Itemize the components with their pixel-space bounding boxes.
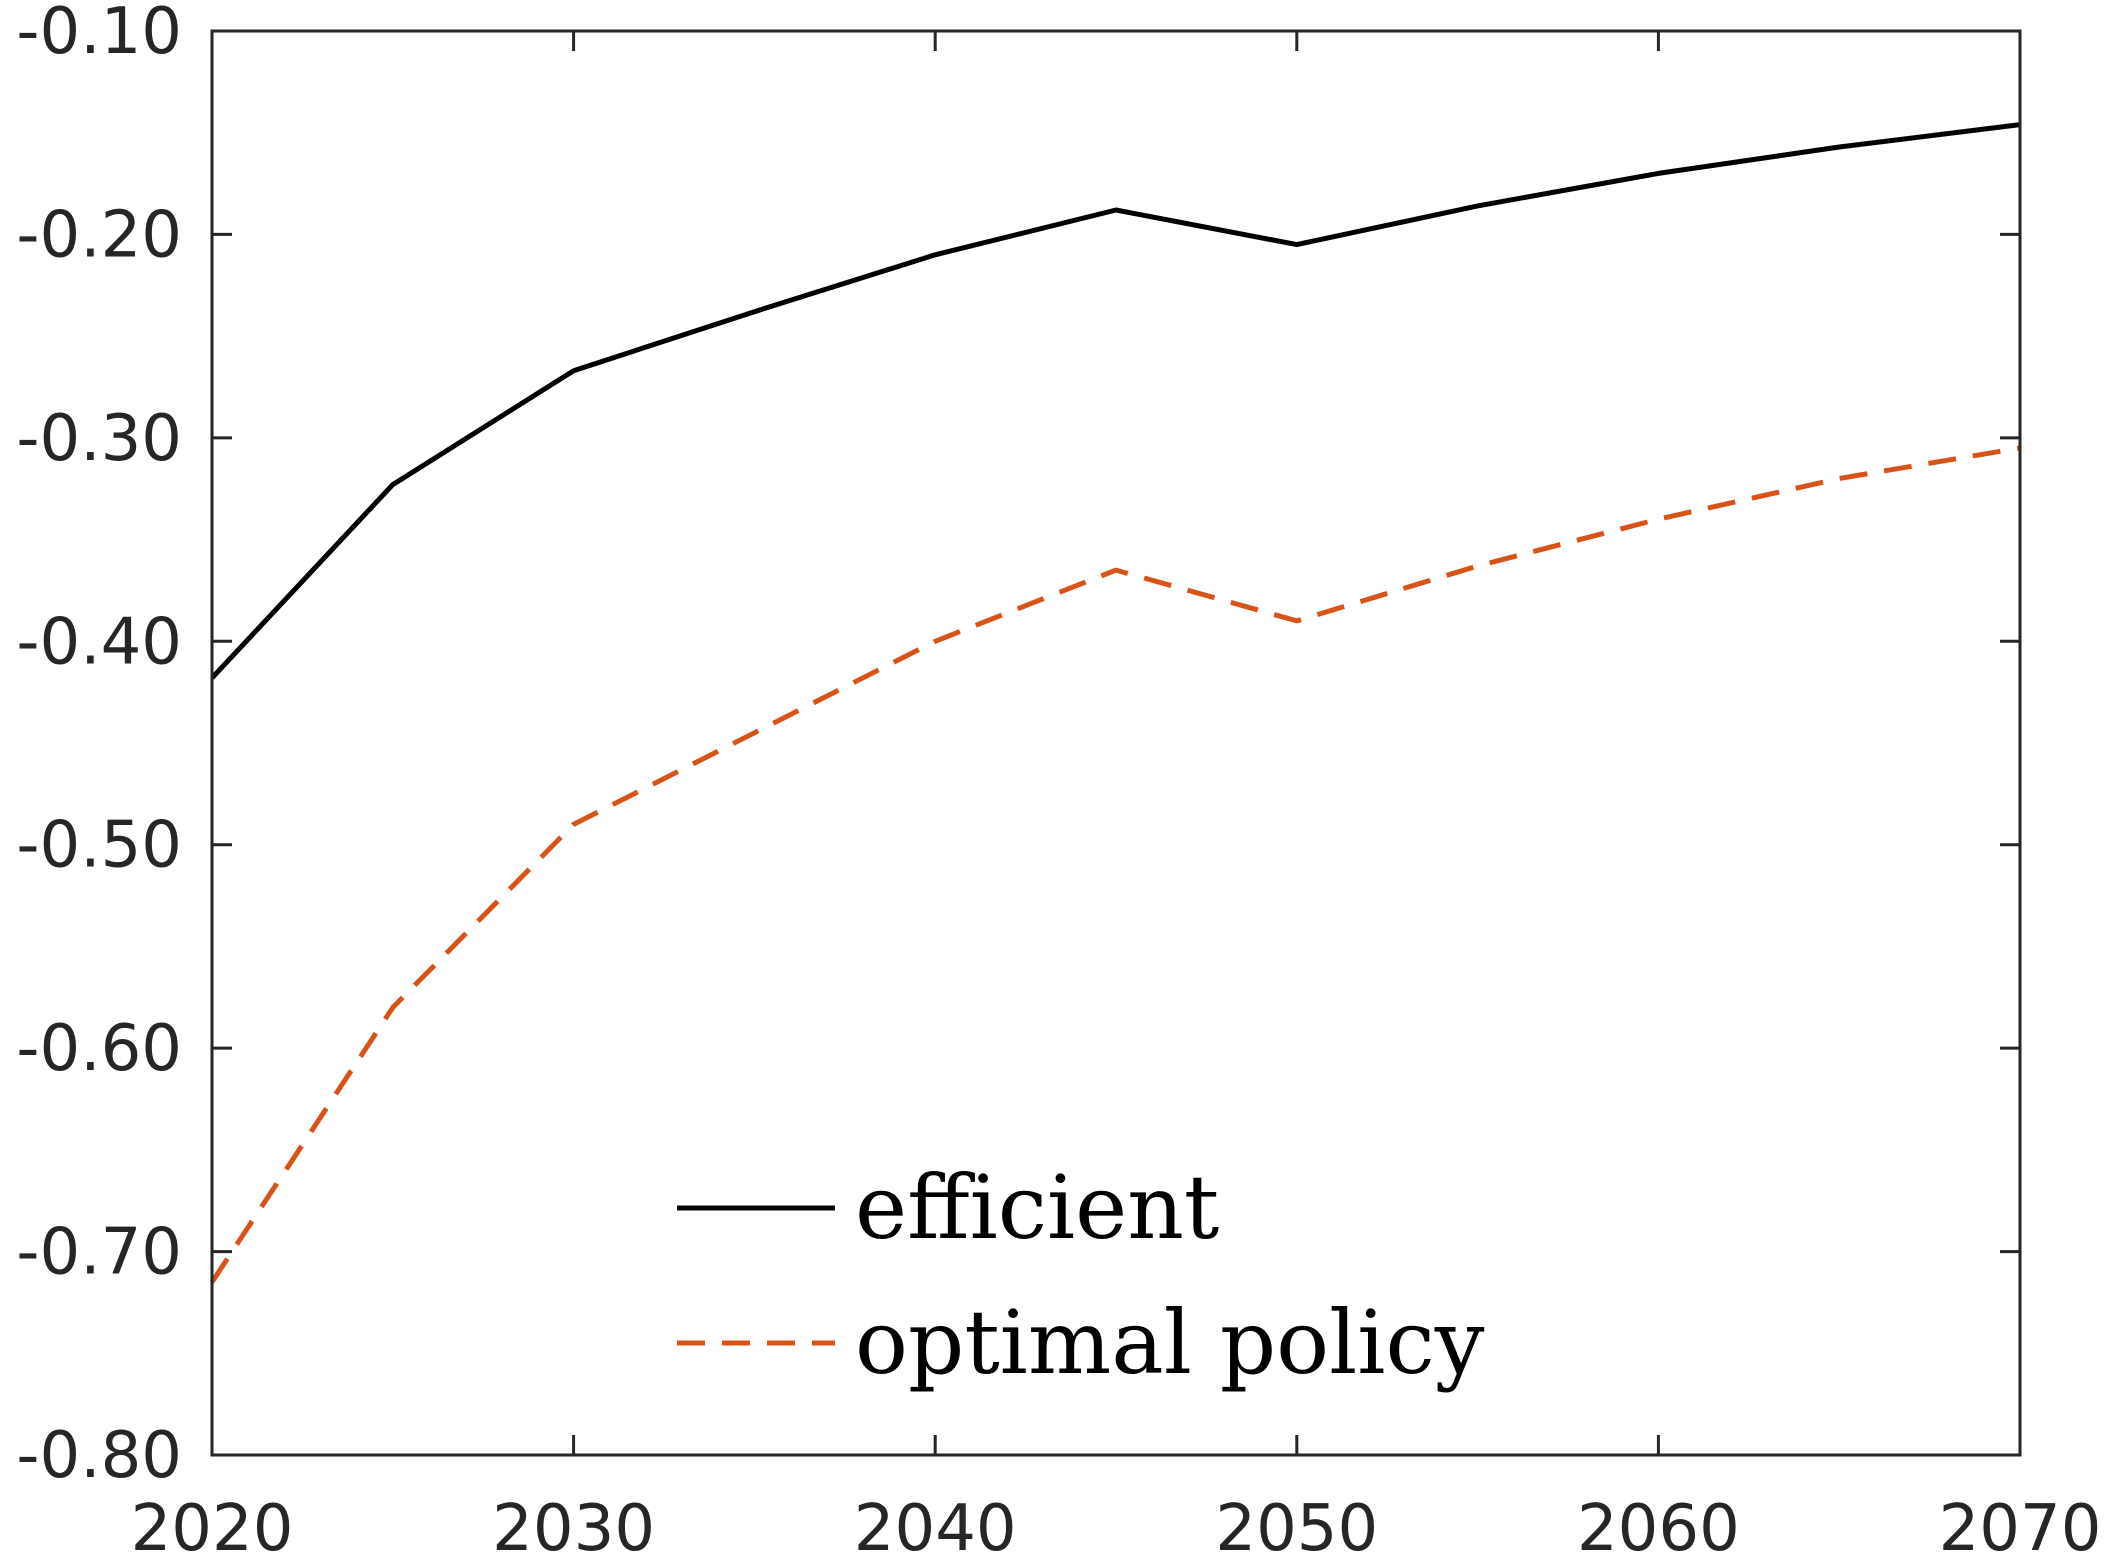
y-axis-tick-labels: -0.80 -0.70 -0.60 -0.50 -0.40 -0.30 -0.20 -0.10 [16,0,182,1493]
x-tick-label: 2030 [492,1492,655,1554]
x-tick-label: 2020 [131,1492,294,1554]
y-tick-label: -0.20 [16,198,182,272]
legend-label: optimal policy [855,1291,1485,1394]
y-tick-label: -0.30 [16,402,182,476]
y-tick-label: -0.70 [16,1216,182,1290]
x-tick-label: 2050 [1215,1492,1378,1554]
y-tick-label: -0.60 [16,1012,182,1086]
x-tick-label: 2040 [854,1492,1017,1554]
x-axis-tick-labels: 2020 2030 2040 2050 2060 2070 [131,1492,2102,1554]
legend-label: efficient [855,1156,1219,1259]
y-tick-label: -0.80 [16,1419,182,1493]
y-tick-label: -0.10 [16,0,182,69]
y-tick-label: -0.50 [16,809,182,883]
x-tick-label: 2060 [1577,1492,1740,1554]
y-tick-label: -0.40 [16,605,182,679]
x-tick-label: 2070 [1939,1492,2102,1554]
